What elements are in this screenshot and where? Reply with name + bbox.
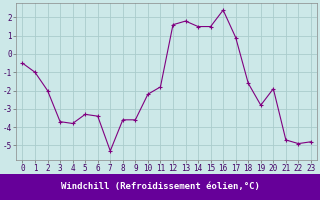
Text: Windchill (Refroidissement éolien,°C): Windchill (Refroidissement éolien,°C) (60, 182, 260, 192)
